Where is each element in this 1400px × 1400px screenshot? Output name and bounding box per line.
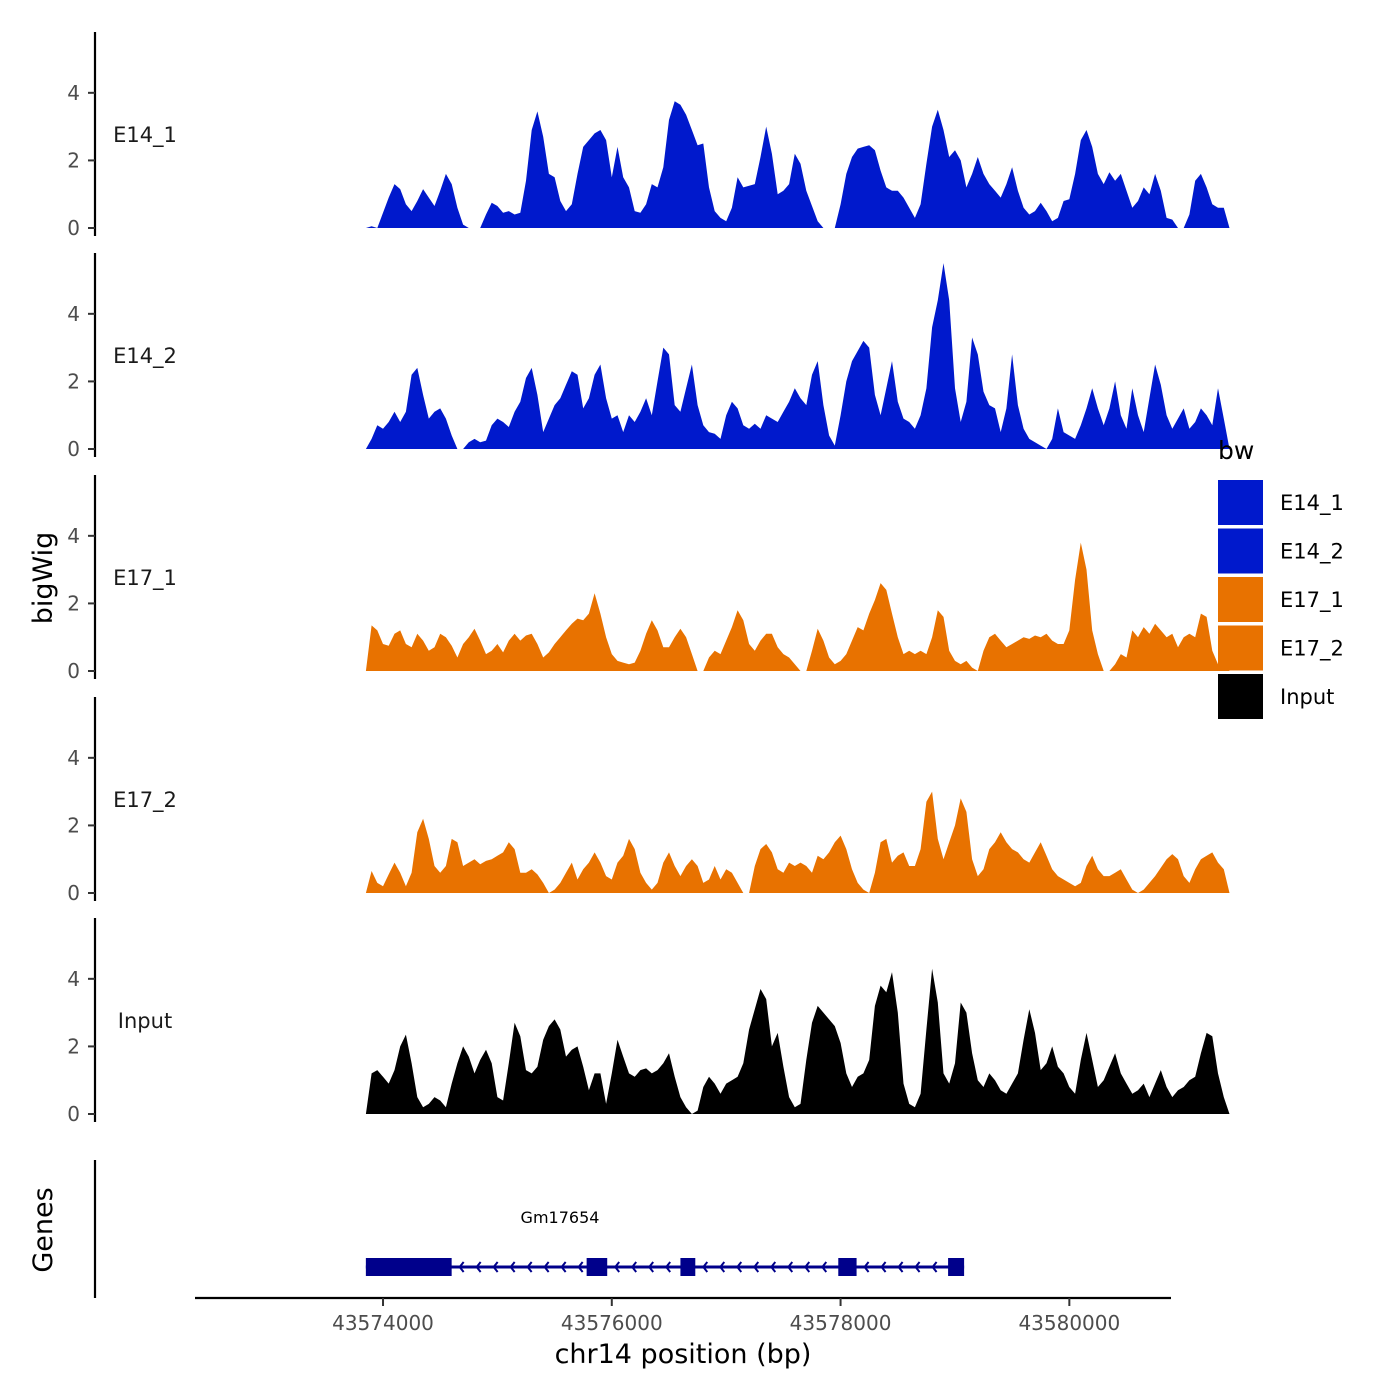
track-E17_1: 0 2 4 E17_1 bbox=[67, 475, 1230, 683]
track-Input: 0 2 4 Input bbox=[67, 918, 1230, 1126]
y-tick-label-E14_1-0: 0 bbox=[67, 216, 80, 240]
y-tick-label-E14_2-2: 2 bbox=[67, 369, 80, 393]
x-tick-label-43578000: 43578000 bbox=[790, 1311, 892, 1335]
area-E17_2 bbox=[365, 791, 1230, 893]
track-label-E14_1: E14_1 bbox=[113, 123, 177, 148]
strand-arrow bbox=[543, 1261, 550, 1273]
x-tick-label-43576000: 43576000 bbox=[561, 1311, 663, 1335]
legend-label-E14_1: E14_1 bbox=[1280, 491, 1344, 516]
exon-5 bbox=[948, 1258, 965, 1276]
exon-4 bbox=[838, 1258, 857, 1276]
y-tick-label-E17_2-4: 4 bbox=[67, 746, 80, 770]
y-axis-title: bigWig bbox=[28, 532, 59, 625]
track-label-E14_2: E14_2 bbox=[113, 344, 177, 369]
track-label-E17_1: E17_1 bbox=[113, 566, 177, 591]
strand-arrow bbox=[702, 1261, 709, 1273]
exon-2 bbox=[586, 1258, 608, 1276]
strand-arrow bbox=[475, 1261, 482, 1273]
y-tick-label-E14_2-4: 4 bbox=[67, 302, 80, 326]
legend-key-E17_2 bbox=[1218, 625, 1263, 671]
legend-key-Input bbox=[1218, 674, 1263, 719]
strand-arrow bbox=[526, 1261, 533, 1273]
exon-1 bbox=[365, 1258, 452, 1276]
x-axis-title: chr14 position (bp) bbox=[555, 1339, 812, 1370]
legend-key-E17_1 bbox=[1218, 577, 1263, 622]
track-label-Input: Input bbox=[118, 1009, 172, 1033]
strand-arrow bbox=[613, 1261, 620, 1273]
x-axis: chr14 position (bp) 43574000 43576000 4357… bbox=[195, 1296, 1171, 1370]
track-E14_1: 0 2 4 E14_1 bbox=[67, 32, 1230, 240]
track-E17_2: 0 2 4 E17_2 bbox=[67, 697, 1230, 905]
genes-track: Genes Gm17654 bbox=[28, 1160, 965, 1298]
y-tick-label-E17_2-0: 0 bbox=[67, 881, 80, 905]
legend-label-E14_2: E14_2 bbox=[1280, 540, 1344, 565]
strand-arrow bbox=[647, 1261, 654, 1273]
legend-key-E14_2 bbox=[1218, 528, 1263, 574]
strand-arrow bbox=[914, 1261, 921, 1273]
legend-label-E17_1: E17_1 bbox=[1280, 588, 1344, 613]
x-tick-label-43580000: 43580000 bbox=[1018, 1311, 1120, 1335]
y-tick-label-E17_2-2: 2 bbox=[67, 813, 80, 837]
y-tick-label-E14_1-2: 2 bbox=[67, 148, 80, 172]
y-tick-label-E14_2-0: 0 bbox=[67, 437, 80, 461]
strand-arrow bbox=[458, 1261, 465, 1273]
strand-arrow bbox=[560, 1261, 567, 1273]
x-tick-label-43574000: 43574000 bbox=[332, 1311, 434, 1335]
genes-track-title: Genes bbox=[28, 1187, 59, 1272]
strand-arrow bbox=[630, 1261, 637, 1273]
y-tick-label-E17_1-0: 0 bbox=[67, 659, 80, 683]
legend-label-Input: Input bbox=[1280, 685, 1334, 709]
strand-arrow bbox=[509, 1261, 516, 1273]
tracks-layer: 0 2 4 E14_1 0 2 4 E14_2 0 2 4 E17_1 0 2 4 E17_2 0 2 4 Input bbox=[67, 32, 1230, 1126]
strand-arrow bbox=[736, 1261, 743, 1273]
strand-arrow bbox=[770, 1261, 777, 1273]
strand-arrow bbox=[719, 1261, 726, 1273]
strand-arrow bbox=[577, 1261, 584, 1273]
y-tick-label-E17_1-4: 4 bbox=[67, 524, 80, 548]
strand-arrow bbox=[897, 1261, 904, 1273]
strand-arrow bbox=[880, 1261, 887, 1273]
strand-arrow bbox=[753, 1261, 760, 1273]
strand-arrow bbox=[664, 1261, 671, 1273]
legend: bw E14_1 E14_2 E17_1 E17_2 Input bbox=[1218, 436, 1344, 719]
area-E14_1 bbox=[365, 101, 1230, 228]
legend-label-E17_2: E17_2 bbox=[1280, 637, 1344, 662]
y-tick-label-Input-4: 4 bbox=[67, 967, 80, 991]
strand-arrow bbox=[863, 1261, 870, 1273]
exon-3 bbox=[680, 1258, 696, 1276]
area-E14_2 bbox=[365, 263, 1230, 449]
track-label-E17_2: E17_2 bbox=[113, 788, 177, 813]
strand-arrow bbox=[492, 1261, 499, 1273]
gene-Gm17654: Gm17654 bbox=[365, 1208, 965, 1276]
y-tick-label-E14_1-4: 4 bbox=[67, 81, 80, 105]
legend-title: bw bbox=[1218, 436, 1254, 465]
strand-arrow bbox=[787, 1261, 794, 1273]
strand-arrow bbox=[821, 1261, 828, 1273]
y-tick-label-Input-0: 0 bbox=[67, 1102, 80, 1126]
gene-label: Gm17654 bbox=[521, 1208, 600, 1227]
area-Input bbox=[365, 968, 1230, 1114]
track-E14_2: 0 2 4 E14_2 bbox=[67, 253, 1230, 461]
strand-arrow bbox=[804, 1261, 811, 1273]
strand-arrow bbox=[931, 1261, 938, 1273]
y-tick-label-Input-2: 2 bbox=[67, 1034, 80, 1058]
area-E17_1 bbox=[365, 542, 1230, 671]
y-tick-label-E17_1-2: 2 bbox=[67, 591, 80, 615]
legend-key-E14_1 bbox=[1218, 480, 1263, 525]
